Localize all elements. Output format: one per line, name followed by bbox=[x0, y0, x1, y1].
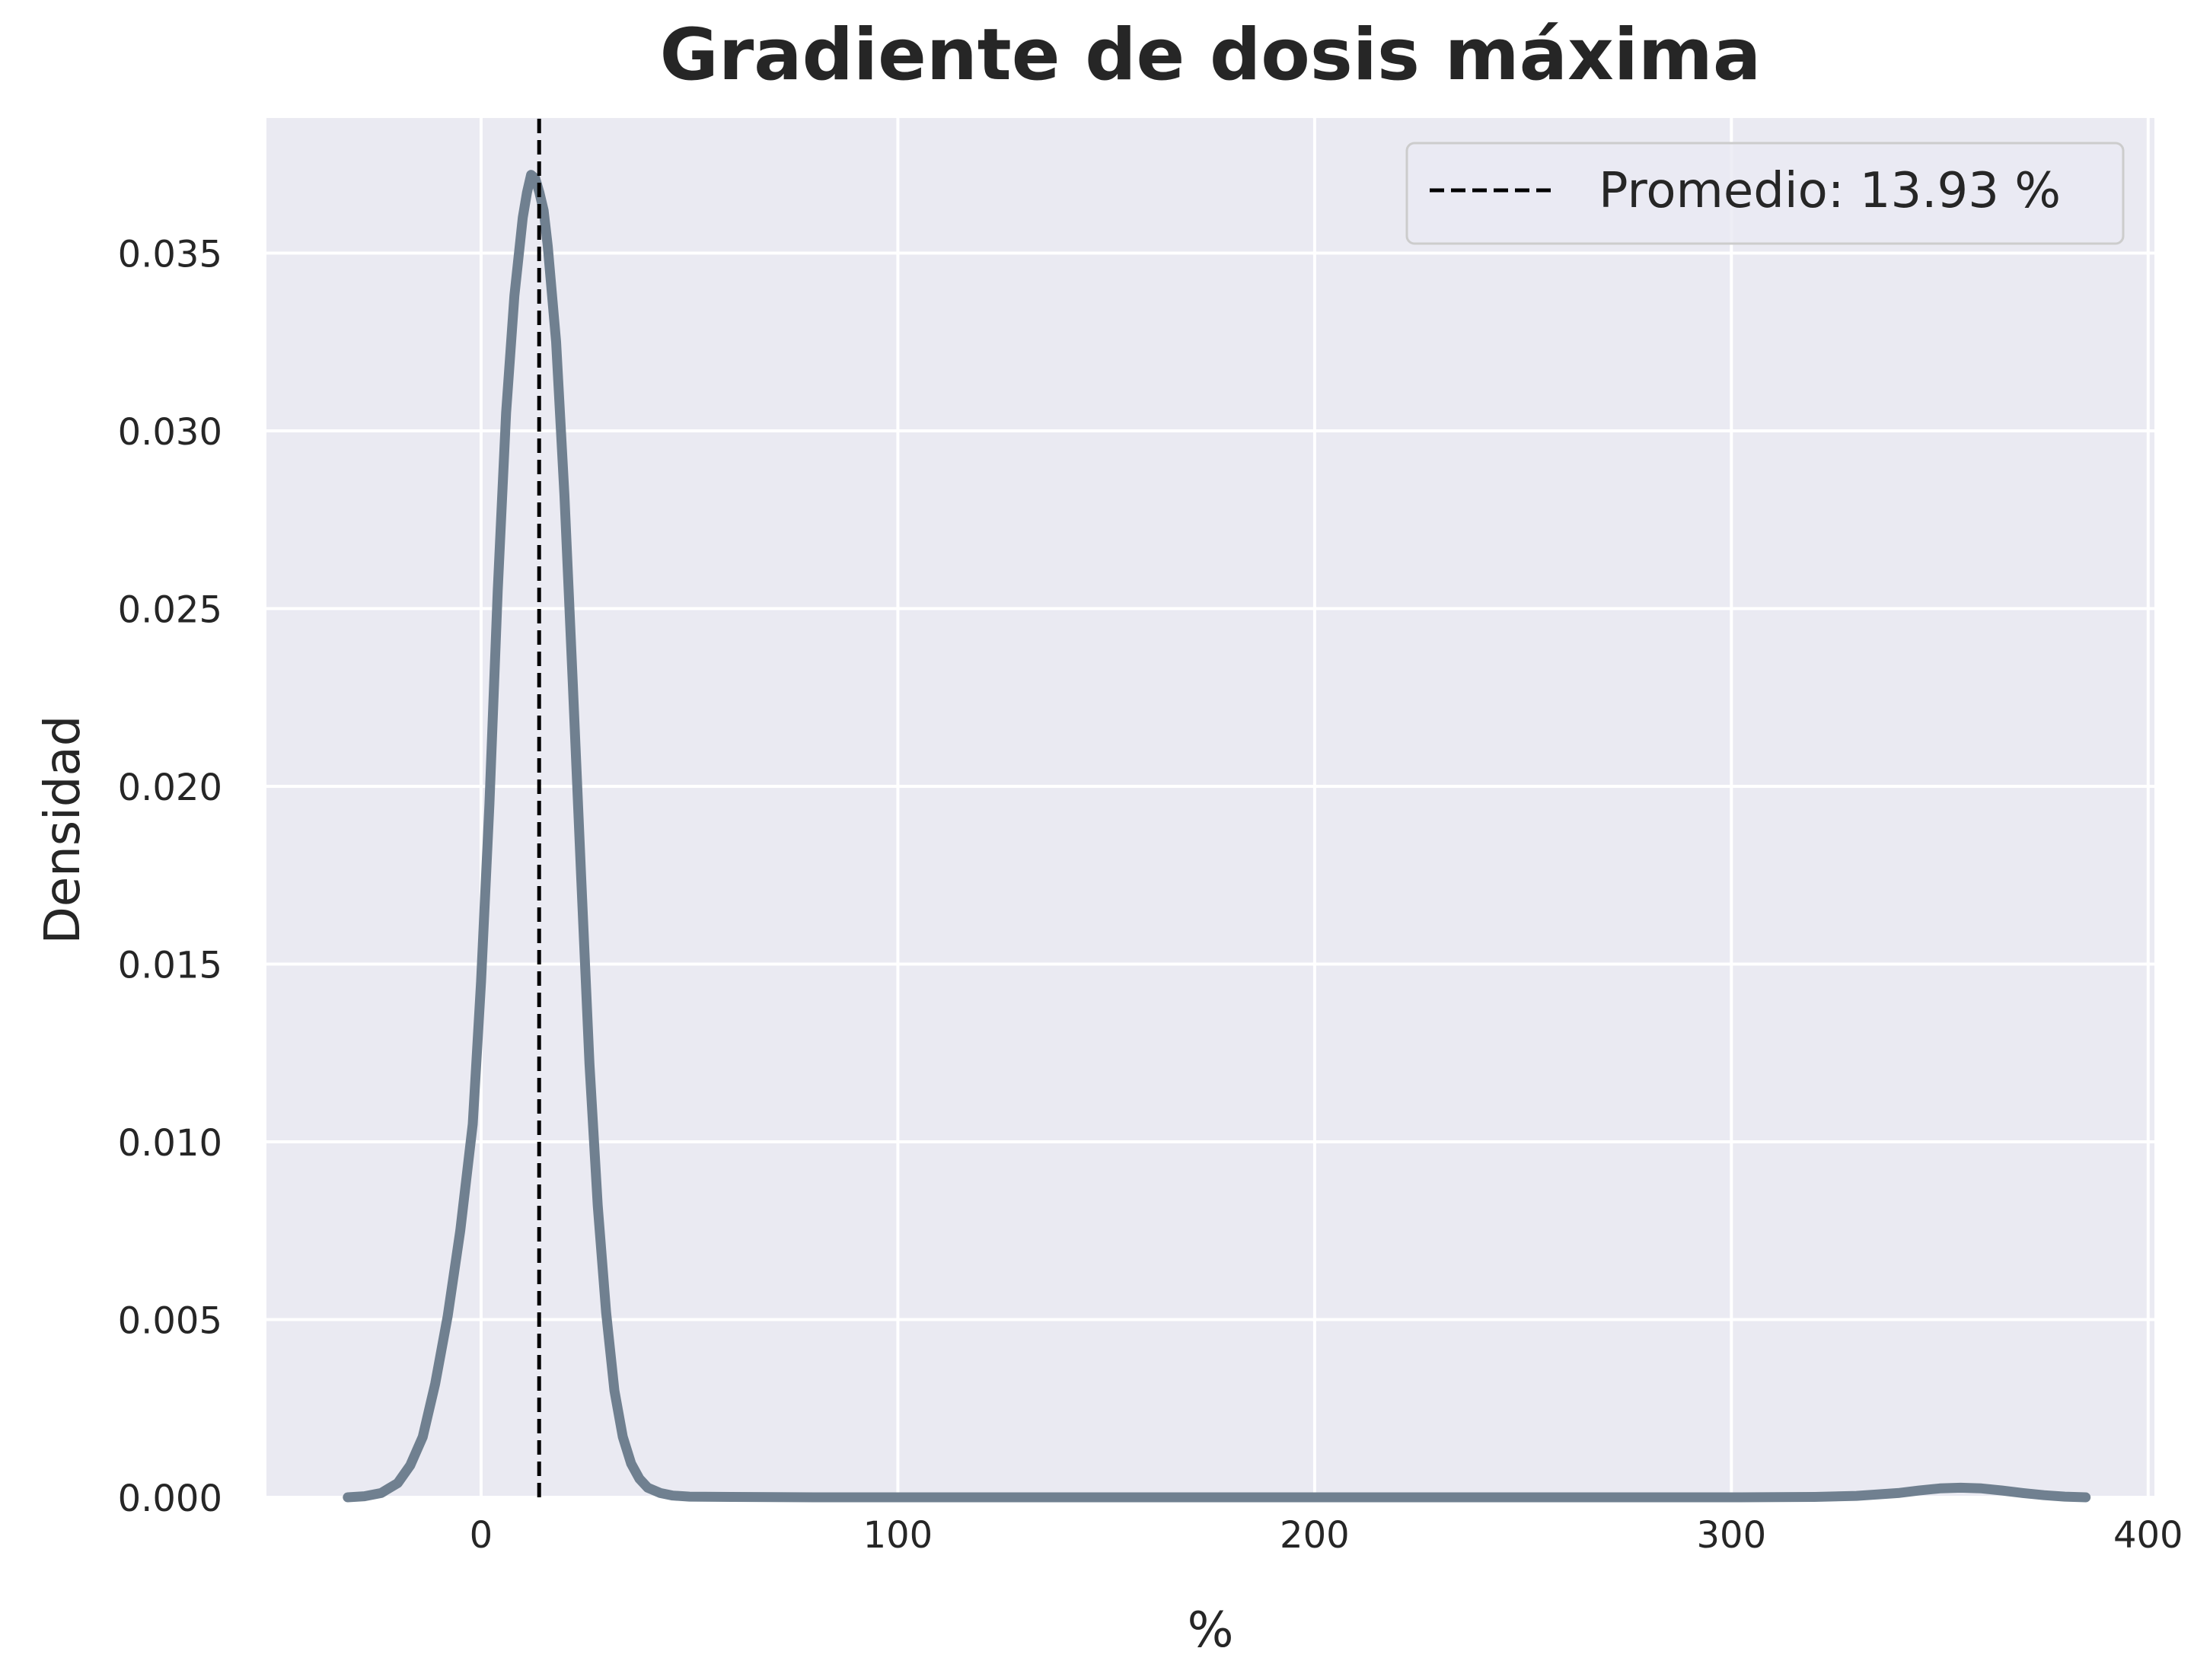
legend-box bbox=[1405, 142, 2125, 245]
x-axis-label: % bbox=[1188, 1602, 1234, 1659]
x-tick-label: 0 bbox=[470, 1514, 493, 1557]
x-tick-label: 400 bbox=[2113, 1514, 2183, 1557]
y-tick-label: 0.005 bbox=[118, 1299, 222, 1342]
data-series bbox=[343, 118, 2091, 1503]
y-tick-label: 0.010 bbox=[118, 1122, 222, 1165]
y-tick-label: 0.020 bbox=[118, 767, 222, 809]
kde-density-curve bbox=[343, 170, 2091, 1503]
x-tick-label: 200 bbox=[1280, 1514, 1350, 1557]
y-axis-ticks: 0.000 0.005 0.010 0.015 0.020 0.025 0.030 0.035 bbox=[118, 233, 222, 1520]
y-tick-label: 0.030 bbox=[118, 411, 222, 454]
x-tick-label: 100 bbox=[863, 1514, 933, 1557]
y-tick-label: 0.025 bbox=[118, 588, 222, 631]
plot-area bbox=[266, 118, 2154, 1503]
chart-title: Gradiente de dosis máxima bbox=[660, 14, 1762, 97]
legend: Promedio: 13.93 % bbox=[1405, 142, 2125, 245]
grid-lines bbox=[266, 118, 2154, 1499]
y-tick-label: 0.015 bbox=[118, 944, 222, 987]
y-tick-label: 0.000 bbox=[118, 1478, 222, 1520]
y-tick-label: 0.035 bbox=[118, 233, 222, 276]
legend-label-mean: Promedio: 13.93 % bbox=[1599, 163, 2061, 219]
plot-background bbox=[266, 118, 2154, 1497]
x-tick-label: 300 bbox=[1697, 1514, 1767, 1557]
x-axis-ticks: 0 100 200 300 400 bbox=[470, 1514, 2183, 1557]
y-axis-label: Densidad bbox=[35, 716, 91, 945]
